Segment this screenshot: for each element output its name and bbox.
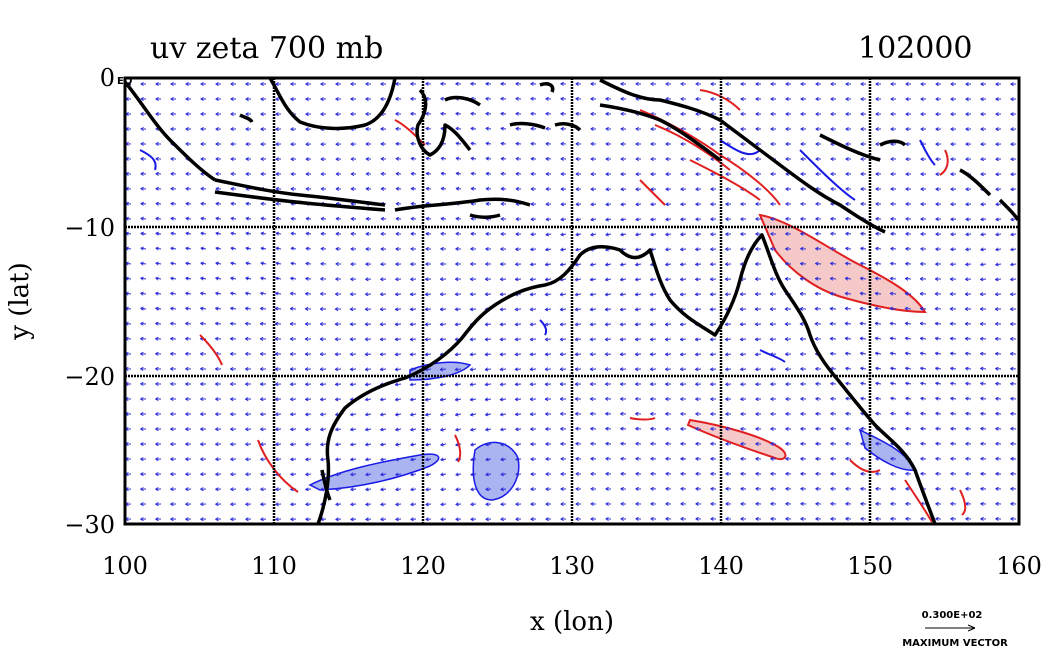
vector-key-arrowhead-icon bbox=[967, 624, 976, 632]
vorticity-contours bbox=[139, 89, 967, 523]
y-tick-1: −10 bbox=[64, 214, 115, 242]
x-tick-2: 120 bbox=[400, 552, 446, 580]
equator-label: EQ bbox=[117, 76, 132, 87]
y-axis-label: y (lat) bbox=[5, 262, 35, 341]
plot-frame bbox=[123, 76, 1021, 526]
x-tick-4: 140 bbox=[698, 552, 744, 580]
vector-key-magnitude: 0.300E+02 bbox=[922, 610, 983, 621]
coastlines bbox=[125, 78, 1019, 524]
chart-title: uv zeta 700 mb bbox=[150, 31, 383, 66]
vector-key: 0.300E+02 MAXIMUM VECTOR bbox=[902, 610, 1008, 649]
plot-area bbox=[125, 78, 1019, 524]
y-tick-2: −20 bbox=[64, 363, 115, 391]
y-tick-3: −30 bbox=[64, 511, 115, 539]
x-tick-5: 150 bbox=[847, 552, 893, 580]
x-tick-6: 160 bbox=[996, 552, 1042, 580]
x-tick-labels: 100 110 120 130 140 150 160 bbox=[102, 552, 1042, 580]
x-axis-label: x (lon) bbox=[530, 607, 614, 637]
lat-lon-grid bbox=[125, 78, 1019, 524]
time-label: 102000 bbox=[858, 31, 973, 66]
x-tick-1: 110 bbox=[251, 552, 297, 580]
y-tick-0: 0 bbox=[100, 64, 115, 92]
y-tick-labels: 0 −10 −20 −30 bbox=[64, 64, 115, 539]
x-tick-0: 100 bbox=[102, 552, 148, 580]
vector-key-label: MAXIMUM VECTOR bbox=[902, 638, 1008, 649]
x-tick-3: 130 bbox=[549, 552, 595, 580]
